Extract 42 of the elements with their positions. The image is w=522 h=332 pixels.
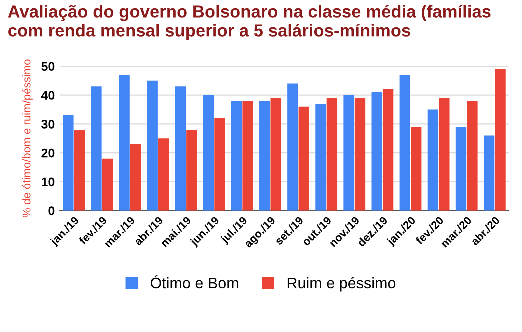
bar	[288, 84, 298, 211]
bar	[158, 138, 170, 211]
bar	[382, 90, 394, 211]
bar	[400, 75, 410, 211]
y-tick-label: 20	[42, 148, 55, 158]
bar	[316, 104, 326, 211]
bar	[91, 86, 102, 211]
y-tick-label: 30	[42, 120, 55, 129]
bar	[411, 127, 422, 211]
bar	[203, 95, 214, 211]
bar	[119, 75, 130, 211]
bar	[298, 106, 310, 211]
y-tick-label: 10	[42, 178, 55, 187]
bar	[467, 101, 478, 211]
bar	[326, 98, 338, 211]
bar	[270, 98, 282, 211]
legend-label: Ótimo e Bom	[150, 275, 238, 289]
bar	[74, 130, 85, 211]
y-tick-label: 50	[42, 62, 55, 72]
bar	[439, 98, 450, 211]
bar	[344, 95, 354, 211]
bar	[372, 92, 382, 211]
bar	[63, 116, 74, 211]
y-axis-title: % de ótimo/bom e ruim/péssimo	[22, 60, 33, 218]
bar	[354, 98, 366, 211]
bar	[175, 86, 186, 211]
bar	[242, 101, 254, 211]
y-tick-label: 40	[41, 91, 55, 100]
bar	[495, 69, 506, 211]
bar	[186, 130, 198, 211]
bar	[102, 158, 114, 211]
bar	[484, 136, 495, 211]
bar	[231, 101, 242, 211]
bar	[260, 101, 270, 211]
bar	[456, 127, 467, 211]
legend-label: Ruim e péssimo	[288, 277, 396, 292]
bar	[214, 118, 226, 211]
y-tick-label: 0	[48, 206, 55, 216]
bar	[130, 144, 142, 211]
bar	[147, 80, 158, 211]
chart-title: Avaliação do governo Bolsonaro na classe média (famílias com renda mensal superior a 5 salários-mínimos	[8, 4, 491, 40]
bar	[428, 110, 439, 211]
